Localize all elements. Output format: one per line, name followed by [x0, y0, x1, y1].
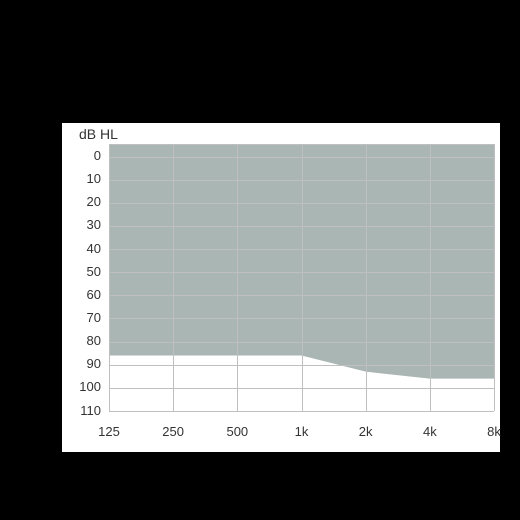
y-tick-label: 50 — [62, 265, 101, 278]
y-tick-label: 60 — [62, 288, 101, 301]
gridline-v — [237, 145, 238, 411]
y-tick-label: 80 — [62, 334, 101, 347]
x-tick-label: 2k — [359, 425, 373, 438]
x-tick-label: 500 — [226, 425, 248, 438]
y-tick-label: 110 — [62, 404, 101, 417]
gridline-v — [430, 145, 431, 411]
gridline-v — [302, 145, 303, 411]
x-tick-label: 4k — [423, 425, 437, 438]
y-tick-label: 100 — [62, 380, 101, 393]
x-tick-label: 1k — [295, 425, 309, 438]
x-tick-label: 250 — [162, 425, 184, 438]
gridline-v — [494, 145, 495, 411]
y-tick-label: 70 — [62, 311, 101, 324]
y-tick-label: 90 — [62, 357, 101, 370]
plot-area — [109, 144, 495, 411]
x-tick-label: 8k — [487, 425, 501, 438]
y-tick-label: 10 — [62, 172, 101, 185]
y-tick-label: 30 — [62, 218, 101, 231]
gridline-v — [366, 145, 367, 411]
y-axis-title: dB HL — [79, 127, 118, 141]
gridline-v — [173, 145, 174, 411]
x-tick-label: 125 — [98, 425, 120, 438]
y-tick-label: 20 — [62, 195, 101, 208]
y-tick-label: 0 — [62, 149, 101, 162]
gridline-v — [109, 145, 110, 411]
y-tick-label: 40 — [62, 242, 101, 255]
audiogram-panel: dB HL 0 10 20 30 40 50 60 70 80 90 100 110 125 250 500… — [62, 123, 500, 452]
gridline-h — [109, 411, 494, 412]
